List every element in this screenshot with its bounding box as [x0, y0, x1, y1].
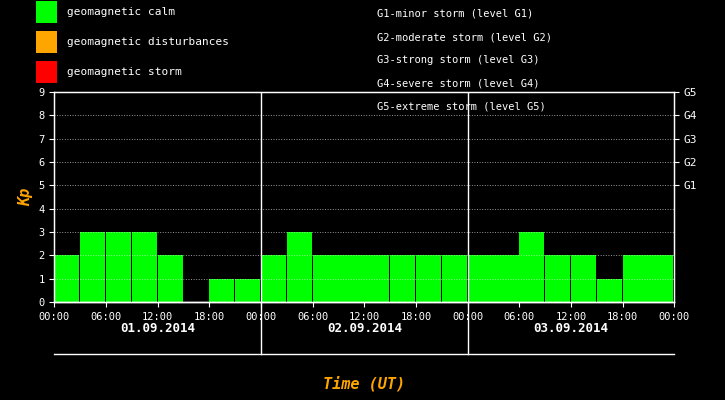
- Bar: [545, 255, 570, 302]
- Text: 01.09.2014: 01.09.2014: [120, 322, 195, 334]
- Text: G4-severe storm (level G4): G4-severe storm (level G4): [377, 78, 539, 89]
- Bar: [261, 255, 286, 302]
- Bar: [132, 232, 157, 302]
- Bar: [106, 232, 131, 302]
- Text: geomagnetic calm: geomagnetic calm: [67, 7, 175, 17]
- Text: geomagnetic disturbances: geomagnetic disturbances: [67, 37, 229, 47]
- Bar: [623, 255, 647, 302]
- Bar: [364, 255, 389, 302]
- Bar: [416, 255, 441, 302]
- Bar: [648, 255, 674, 302]
- Bar: [157, 255, 183, 302]
- Bar: [80, 232, 105, 302]
- Bar: [312, 255, 338, 302]
- Text: geomagnetic storm: geomagnetic storm: [67, 67, 182, 77]
- Text: G1-minor storm (level G1): G1-minor storm (level G1): [377, 9, 534, 19]
- Bar: [235, 279, 260, 302]
- Text: G2-moderate storm (level G2): G2-moderate storm (level G2): [377, 32, 552, 42]
- Y-axis label: Kp: Kp: [18, 188, 33, 206]
- Bar: [468, 255, 493, 302]
- Bar: [571, 255, 596, 302]
- Bar: [339, 255, 363, 302]
- Bar: [494, 255, 518, 302]
- Text: G5-extreme storm (level G5): G5-extreme storm (level G5): [377, 102, 546, 112]
- Text: G3-strong storm (level G3): G3-strong storm (level G3): [377, 56, 539, 66]
- Bar: [287, 232, 312, 302]
- Text: 02.09.2014: 02.09.2014: [327, 322, 402, 334]
- Bar: [442, 255, 467, 302]
- Bar: [210, 279, 234, 302]
- Bar: [597, 279, 622, 302]
- Bar: [519, 232, 544, 302]
- Bar: [390, 255, 415, 302]
- Text: 03.09.2014: 03.09.2014: [534, 322, 608, 334]
- Text: Time (UT): Time (UT): [323, 376, 405, 392]
- Bar: [54, 255, 80, 302]
